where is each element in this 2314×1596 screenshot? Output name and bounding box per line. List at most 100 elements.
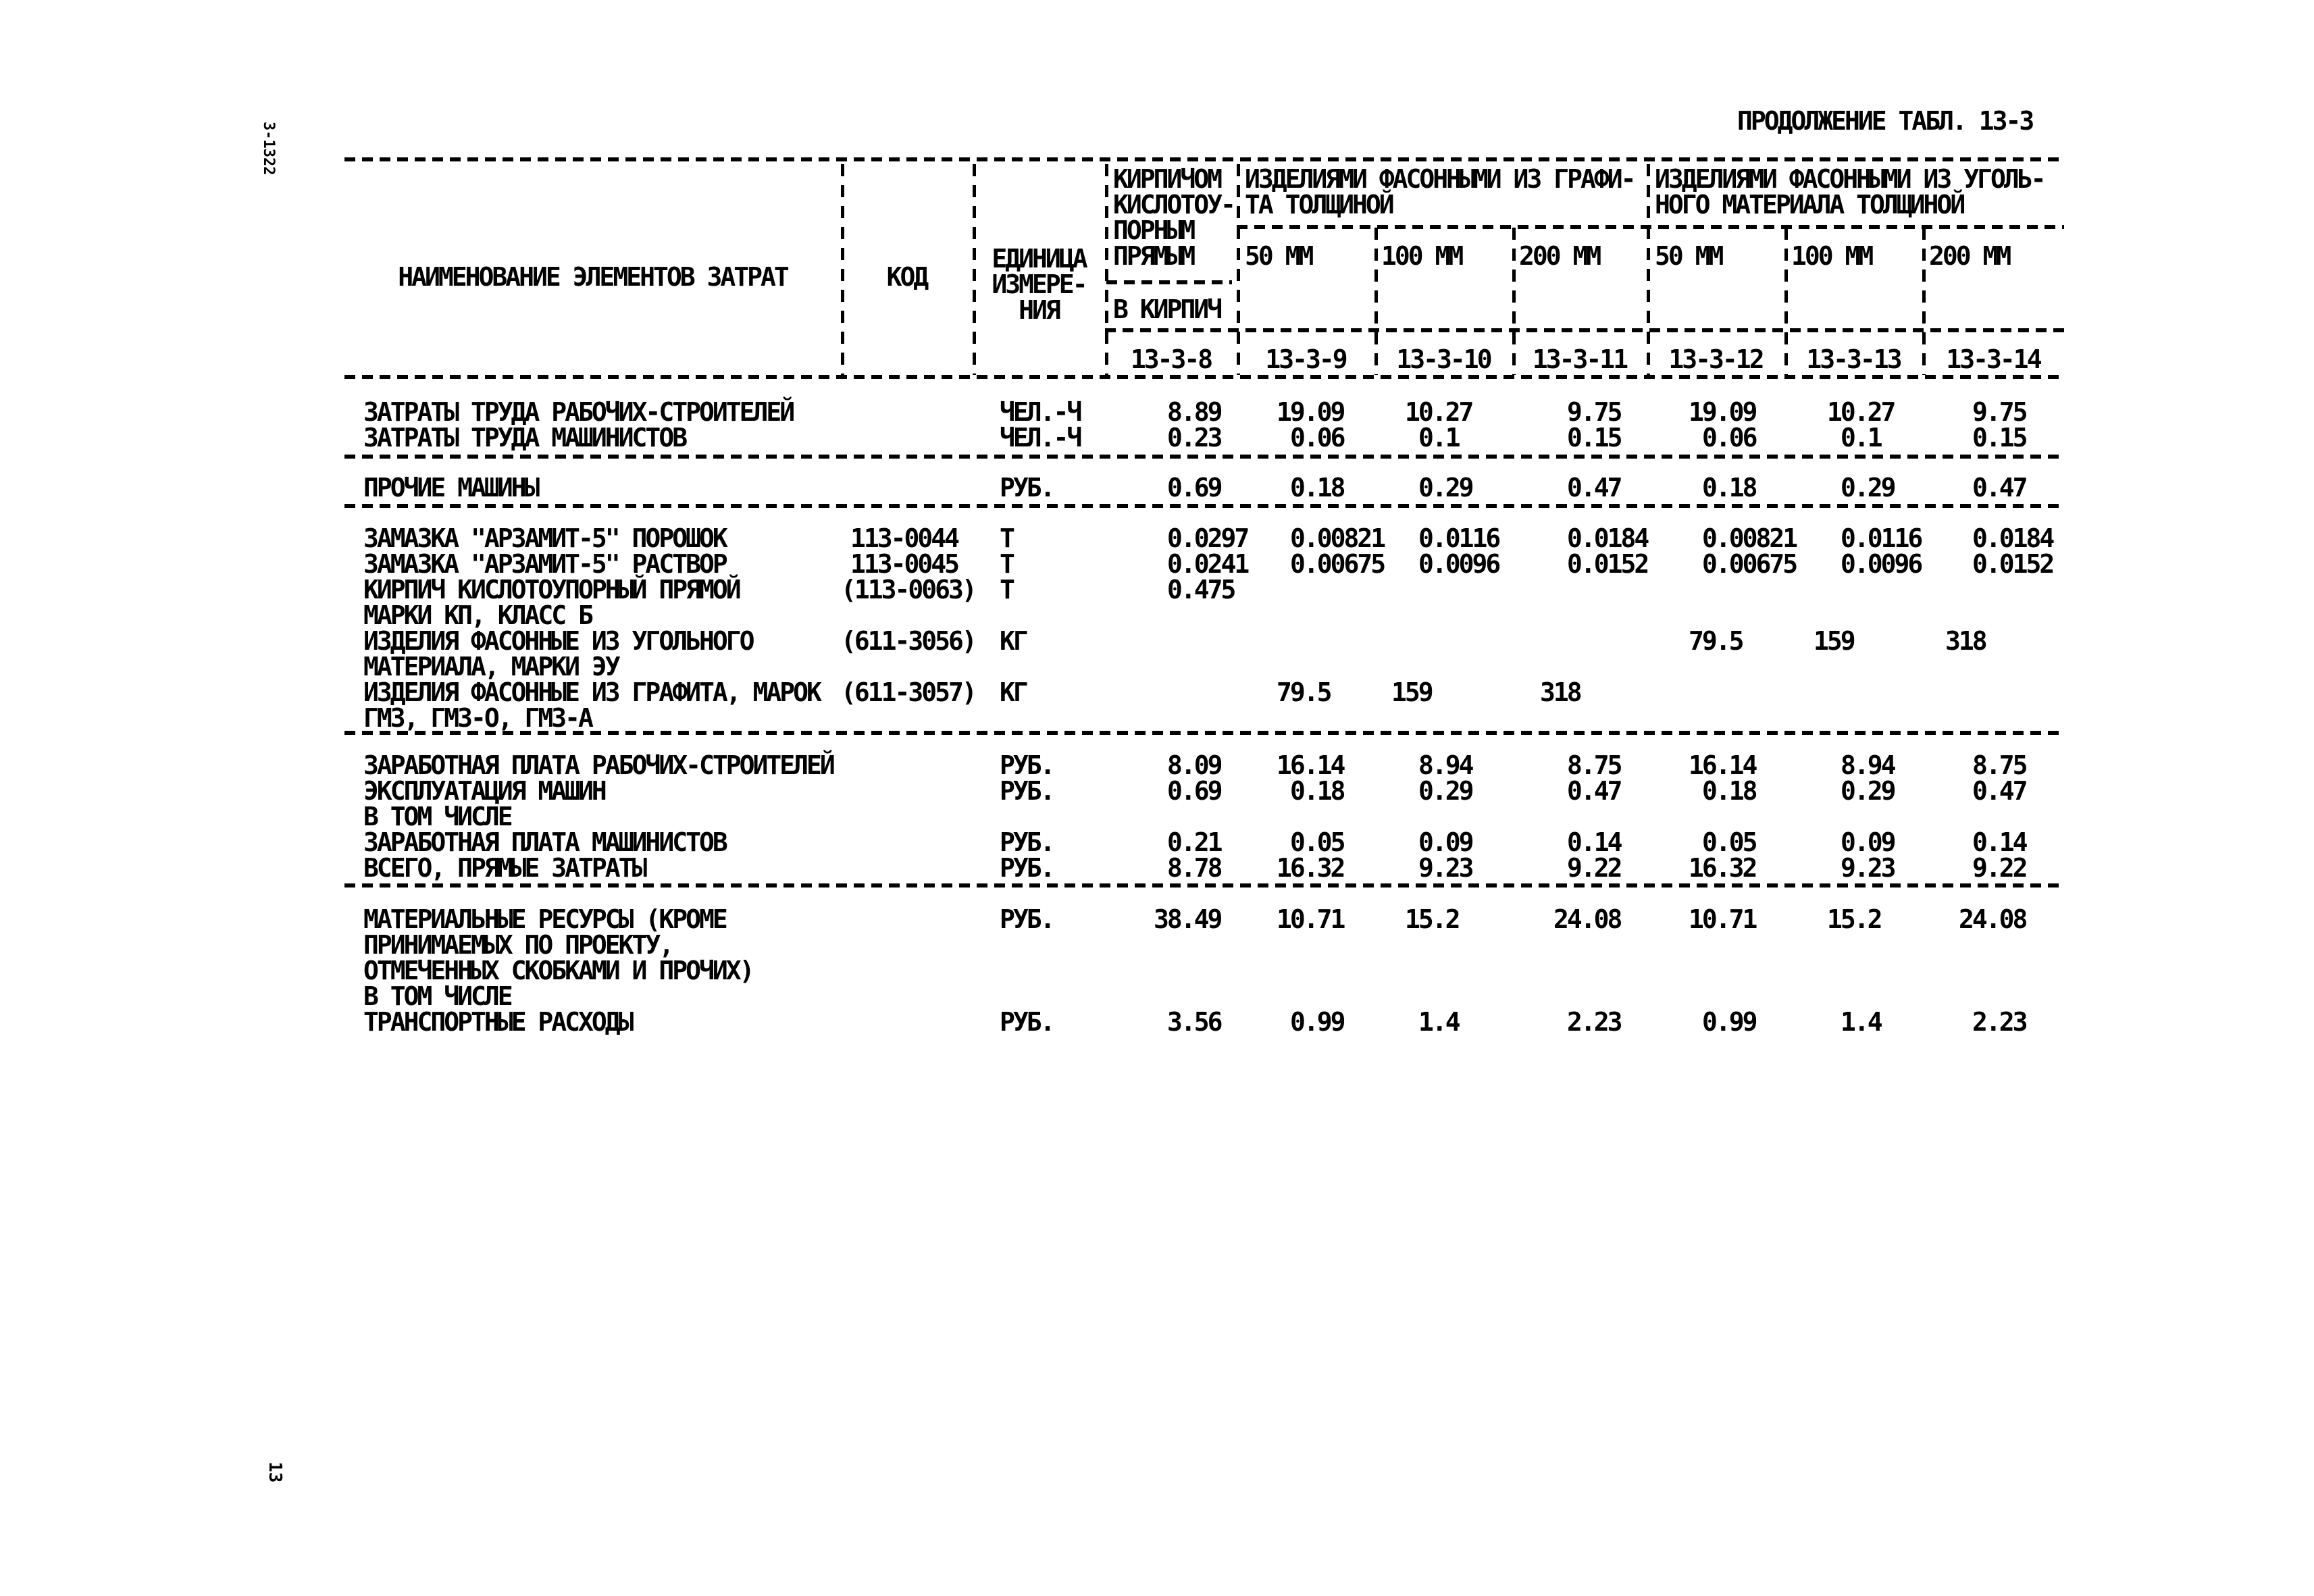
value-cell: 0.0096	[1418, 549, 1501, 579]
value-cell: 0.29	[1418, 473, 1474, 503]
table-row: МАТЕРИАЛЬНЫЕ РЕСУРСЫ (КРОМЕ ПРИНИМАЕМЫХ …	[344, 906, 2064, 1009]
value-cell: 15.2	[1405, 904, 1461, 934]
row-name: ВСЕГО, ПРЯМЫЕ ЗАТРАТЫ	[363, 853, 647, 883]
section-wages: ЗАРАБОТНАЯ ПЛАТА РАБОЧИХ-СТРОИТЕЛЕЙ РУБ.…	[344, 752, 2064, 881]
row-name: КИРПИЧ КИСЛОТОУПОРНЫЙ ПРЯМОЙ МАРКИ КП, К…	[363, 575, 742, 630]
value-cell: 10.27	[1405, 397, 1474, 427]
value-cell: 0.05	[1290, 827, 1346, 857]
header-name-col: НАИМЕНОВАНИЕ ЭЛЕМЕНТОВ ЗАТРАТ	[398, 262, 789, 292]
value-cell: 0.0116	[1418, 523, 1501, 553]
table-row: ЗАТРАТЫ ТРУДА РАБОЧИХ-СТРОИТЕЛЕЙ ЧЕЛ.-Ч …	[344, 399, 2064, 425]
value-cell: 16.14	[1277, 750, 1345, 780]
value-cell: 9.75	[1972, 397, 2028, 427]
header-thickness-50-coal: 50 ММ	[1655, 241, 1724, 271]
row-unit: РУБ.	[1000, 750, 1056, 780]
value-cell: 24.08	[1553, 904, 1622, 934]
value-cell: 9.23	[1418, 853, 1474, 883]
value-cell: 0.18	[1290, 473, 1346, 503]
row-name: В ТОМ ЧИСЛЕ	[363, 802, 513, 831]
value-cell: 8.94	[1418, 750, 1474, 780]
value-cell: 24.08	[1959, 904, 2028, 934]
value-cell: 0.0152	[1972, 549, 2055, 579]
value-cell: 1.4	[1418, 1007, 1461, 1037]
header-thickness-100-coal: 100 ММ	[1791, 241, 1874, 271]
header-code-col: КОД	[886, 262, 929, 292]
section-resources: МАТЕРИАЛЬНЫЕ РЕСУРСЫ (КРОМЕ ПРИНИМАЕМЫХ …	[344, 906, 2064, 1035]
header-brick-col: КИРПИЧОМ КИСЛОТОУ- ПОРНЫМ ПРЯМЫМ	[1113, 164, 1236, 271]
print-order-mark: 3-1322	[260, 122, 277, 176]
value-cell: 0.1	[1418, 423, 1461, 453]
row-name: ЗАТРАТЫ ТРУДА МАШИНИСТОВ	[363, 423, 688, 453]
value-cell: 0.29	[1418, 776, 1474, 806]
value-cell: 0.06	[1290, 423, 1346, 453]
col-divider	[1105, 164, 1108, 375]
row-unit: ЧЕЛ.-Ч	[1000, 423, 1082, 453]
value-cell: 19.09	[1277, 397, 1345, 427]
value-cell: 9.22	[1567, 853, 1623, 883]
value-cell: 1.4	[1841, 1007, 1883, 1037]
table-row: ЗАРАБОТНАЯ ПЛАТА РАБОЧИХ-СТРОИТЕЛЕЙ РУБ.…	[344, 752, 2064, 778]
value-cell: 0.00821	[1702, 523, 1798, 553]
table-row: В ТОМ ЧИСЛЕ	[344, 804, 2064, 829]
row-unit: РУБ.	[1000, 853, 1056, 883]
value-cell: 38.49	[1154, 904, 1223, 934]
value-cell: 16.14	[1689, 750, 1757, 780]
row-name: ИЗДЕЛИЯ ФАСОННЫЕ ИЗ ГРАФИТА, МАРОК ГМЗ, …	[363, 677, 822, 733]
header-code-13-3-11: 13-3-11	[1532, 344, 1628, 374]
value-cell: 0.18	[1702, 473, 1758, 503]
row-unit: Т	[1000, 549, 1015, 579]
section-labour: ЗАТРАТЫ ТРУДА РАБОЧИХ-СТРОИТЕЛЕЙ ЧЕЛ.-Ч …	[344, 399, 2064, 451]
row-name: ЗАМАЗКА "АРЗАМИТ-5" РАСТВОР	[363, 549, 728, 579]
value-cell: 0.21	[1167, 827, 1223, 857]
section-materials: ЗАМАЗКА "АРЗАМИТ-5" ПОРОШОК 113-0044 Т 0…	[344, 525, 2064, 731]
value-cell: 0.05	[1702, 827, 1758, 857]
value-cell: 0.47	[1567, 473, 1623, 503]
value-cell: 8.78	[1167, 853, 1223, 883]
value-cell: 8.75	[1567, 750, 1623, 780]
value-cell: 9.75	[1567, 397, 1623, 427]
value-cell: 16.32	[1689, 853, 1757, 883]
section-machines: ПРОЧИЕ МАШИНЫ РУБ. 0.69 0.18 0.29 0.47 0…	[344, 475, 2064, 500]
value-cell: 10.27	[1827, 397, 1896, 427]
value-cell: 0.69	[1167, 473, 1223, 503]
value-cell: 318	[1540, 677, 1583, 707]
row-unit: Т	[1000, 575, 1015, 604]
header-thickness-50-graphite: 50 ММ	[1245, 241, 1314, 271]
value-cell: 0.0184	[1567, 523, 1649, 553]
row-unit: КГ	[1000, 677, 1029, 707]
header-code-13-3-13: 13-3-13	[1806, 344, 1902, 374]
value-cell: 0.29	[1841, 473, 1897, 503]
row-code: (611-3057)	[841, 677, 977, 707]
header-code-13-3-8: 13-3-8	[1130, 344, 1213, 374]
value-cell: 10.71	[1689, 904, 1757, 934]
subcol-divider	[1784, 228, 1788, 375]
value-cell: 0.47	[1567, 776, 1623, 806]
value-cell: 318	[1945, 626, 1988, 656]
value-cell: 0.06	[1702, 423, 1758, 453]
col-divider	[841, 164, 844, 375]
table-row: ИЗДЕЛИЯ ФАСОННЫЕ ИЗ УГОЛЬНОГО МАТЕРИАЛА,…	[344, 628, 2064, 679]
table-row: ЗАРАБОТНАЯ ПЛАТА МАШИНИСТОВ РУБ. 0.21 0.…	[344, 829, 2064, 855]
value-cell: 0.0241	[1167, 549, 1250, 579]
table-row: КИРПИЧ КИСЛОТОУПОРНЫЙ ПРЯМОЙ МАРКИ КП, К…	[344, 577, 2064, 628]
row-unit: ЧЕЛ.-Ч	[1000, 397, 1082, 427]
row-unit: РУБ.	[1000, 776, 1056, 806]
col-divider	[1237, 164, 1240, 375]
codes-overline-rule	[1105, 328, 2064, 332]
row-name: МАТЕРИАЛЬНЫЕ РЕСУРСЫ (КРОМЕ ПРИНИМАЕМЫХ …	[363, 904, 754, 1011]
value-cell: 0.00675	[1702, 549, 1798, 579]
value-cell: 16.32	[1277, 853, 1345, 883]
subcol-divider	[1512, 228, 1516, 375]
value-cell: 159	[1814, 626, 1856, 656]
value-cell: 19.09	[1689, 397, 1757, 427]
row-name: ЗАМАЗКА "АРЗАМИТ-5" ПОРОШОК	[363, 523, 728, 553]
table-row: ЭКСПЛУАТАЦИЯ МАШИН РУБ. 0.69 0.18 0.29 0…	[344, 778, 2064, 804]
cost-elements-table: НАИМЕНОВАНИЕ ЭЛЕМЕНТОВ ЗАТРАТ КОД ЕДИНИЦ…	[344, 157, 2064, 1035]
value-cell: 0.29	[1841, 776, 1897, 806]
subcol-divider	[1374, 228, 1378, 375]
header-bottom-rule	[344, 375, 2064, 379]
value-cell: 0.99	[1290, 1007, 1346, 1037]
header-thickness-200-coal: 200 ММ	[1929, 241, 2011, 271]
table-row: ТРАНСПОРТНЫЕ РАСХОДЫ РУБ. 3.56 0.99 1.4 …	[344, 1009, 2064, 1035]
subcol-divider	[1922, 228, 1926, 375]
